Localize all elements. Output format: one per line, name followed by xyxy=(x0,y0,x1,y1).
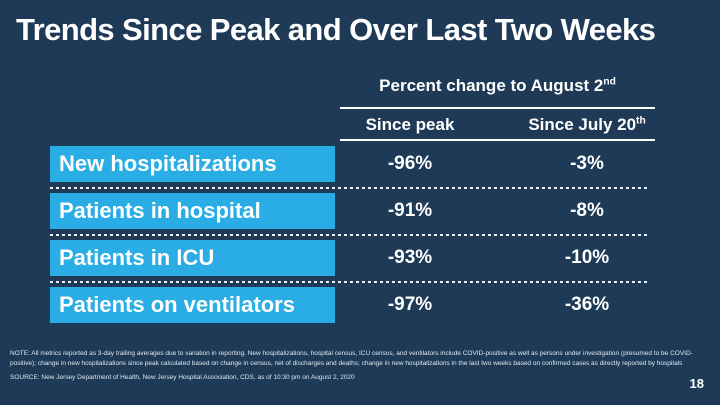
column-header-since-peak: Since peak xyxy=(340,112,480,138)
value-since-peak: -97% xyxy=(387,294,433,315)
group-header-text: Percent change to August 2 xyxy=(379,76,604,95)
row-separator xyxy=(50,234,650,236)
value-since-peak: -91% xyxy=(387,200,433,221)
row-label-patients-on-ventilators: Patients on ventilators xyxy=(50,287,335,323)
row-label-patients-in-hospital: Patients in hospital xyxy=(50,193,335,229)
footnote: NOTE: All metrics reported as 3-day trai… xyxy=(10,350,693,368)
row-label-new-hospitalizations: New hospitalizations xyxy=(50,146,335,182)
value-since-peak: -93% xyxy=(387,247,433,268)
row-label-patients-in-icu: Patients in ICU xyxy=(50,240,335,276)
row-separator xyxy=(50,187,650,189)
row-label-text: Patients on ventilators xyxy=(59,292,295,317)
table-row: Patients on ventilators -97% -36% xyxy=(0,287,720,323)
table-row: New hospitalizations -96% -3% xyxy=(0,146,720,182)
group-header-superscript: nd xyxy=(603,76,616,88)
row-label-text: Patients in ICU xyxy=(59,245,215,270)
header-divider-top xyxy=(340,107,655,109)
value-since-july-20: -3% xyxy=(570,153,604,174)
column-header-since-july-20-superscript: th xyxy=(636,115,646,127)
value-since-july-20: -36% xyxy=(564,294,610,315)
table-row: Patients in hospital -91% -8% xyxy=(0,193,720,229)
row-label-text: Patients in hospital xyxy=(59,198,261,223)
source-line: SOURCE: New Jersey Department of Health,… xyxy=(10,374,355,381)
column-header-since-peak-label: Since peak xyxy=(365,115,455,134)
page-number: 18 xyxy=(689,376,704,391)
value-since-peak: -96% xyxy=(387,153,433,174)
column-header-since-july-20-label: Since July 20 xyxy=(528,115,637,134)
value-since-july-20: -10% xyxy=(564,247,610,268)
row-separator xyxy=(50,281,650,283)
value-since-july-20: -8% xyxy=(570,200,604,221)
header-divider-bottom xyxy=(340,139,655,141)
column-header-since-july-20: Since July 20th xyxy=(512,112,662,138)
table-row: Patients in ICU -93% -10% xyxy=(0,240,720,276)
table-group-header: Percent change to August 2nd xyxy=(340,76,655,96)
row-label-text: New hospitalizations xyxy=(59,151,277,176)
slide-title: Trends Since Peak and Over Last Two Week… xyxy=(16,12,656,47)
